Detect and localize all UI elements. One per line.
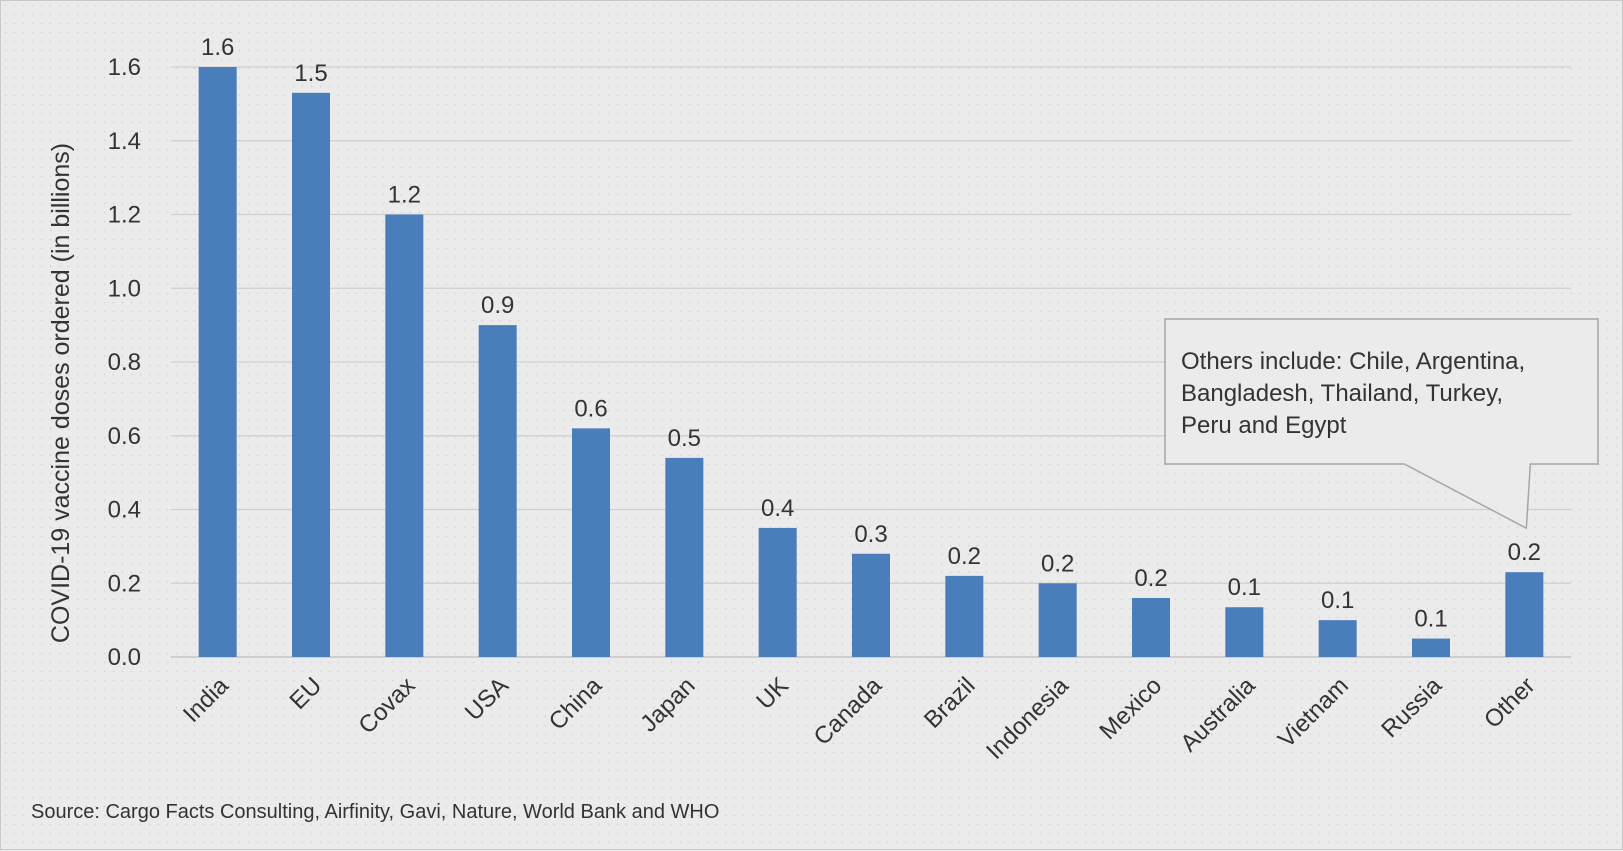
bar-china [572, 428, 610, 657]
data-label: 1.2 [388, 182, 421, 209]
bar-covax [385, 214, 424, 657]
bar-eu [292, 92, 330, 657]
y-tick-label: 1.2 [108, 202, 141, 229]
y-tick-label: 0.4 [108, 497, 141, 524]
category-label: Other [1479, 672, 1541, 734]
callout-line-3: Peru and Egypt [1181, 412, 1347, 439]
category-label: UK [751, 672, 794, 715]
y-tick-label: 1.6 [108, 54, 141, 81]
bars [198, 67, 1544, 657]
bar-uk [758, 527, 797, 657]
bar-mexico [1132, 598, 1170, 657]
bar-vietnam [1318, 620, 1357, 657]
y-axis-ticks: 0.0 0.2 0.4 0.6 0.8 1.0 1.2 1.4 1.6 [108, 54, 141, 671]
category-labels: India EU Covax USA China Japan UK Canada Brazil I… [178, 672, 1541, 765]
annotation-callout: Others include: Chile, Argentina, Bangla… [1164, 318, 1599, 530]
data-label: 0.9 [481, 292, 514, 319]
callout-line-2: Bangladesh, Thailand, Turkey, [1181, 380, 1503, 407]
data-label: 0.5 [668, 425, 701, 452]
data-label: 0.2 [1134, 565, 1167, 592]
category-label: Brazil [919, 672, 981, 734]
source-note: Source: Cargo Facts Consulting, Airfinit… [31, 801, 719, 823]
data-label: 0.2 [1508, 539, 1541, 566]
data-label: 0.4 [761, 495, 794, 522]
category-label: Canada [809, 672, 888, 751]
callout-box [1164, 318, 1599, 530]
data-labels: 1.6 1.5 1.2 0.9 0.6 0.5 0.4 0.3 0.2 0.2 0.2 0.1 0.1 0… [201, 34, 1541, 633]
y-tick-label: 1.0 [108, 275, 141, 302]
bar-canada [852, 553, 890, 657]
callout-line-1: Others include: Chile, Argentina, [1181, 348, 1525, 375]
bar-india [198, 67, 237, 657]
bar-japan [665, 457, 704, 657]
category-label: Mexico [1094, 672, 1167, 745]
data-label: 0.3 [854, 521, 887, 548]
data-label: 0.6 [574, 395, 607, 422]
category-label: EU [285, 672, 328, 715]
y-tick-label: 0.0 [108, 644, 141, 671]
category-label: China [544, 672, 608, 736]
bar-russia [1412, 638, 1450, 657]
data-label: 1.6 [201, 34, 234, 61]
category-label: USA [460, 672, 514, 726]
data-label: 0.1 [1228, 574, 1261, 601]
data-label: 1.5 [294, 60, 327, 87]
y-axis-title: COVID-19 vaccine doses ordered (in billi… [47, 143, 75, 643]
category-label: Vietnam [1273, 672, 1354, 753]
category-label: Australia [1175, 672, 1261, 758]
data-label: 0.2 [948, 543, 981, 570]
category-label: Russia [1376, 672, 1447, 743]
y-tick-label: 1.4 [108, 128, 141, 155]
y-tick-label: 0.2 [108, 570, 141, 597]
data-label: 0.2 [1041, 550, 1074, 577]
category-label: Japan [635, 672, 700, 737]
data-label: 0.1 [1321, 587, 1354, 614]
category-label: India [178, 672, 234, 728]
category-label: Covax [353, 672, 420, 739]
y-tick-label: 0.8 [108, 349, 141, 376]
bar-australia [1225, 607, 1264, 657]
bar-indonesia [1038, 583, 1077, 657]
bar-other [1505, 572, 1544, 657]
category-label: Indonesia [981, 672, 1074, 765]
y-tick-label: 0.6 [108, 423, 141, 450]
bar-brazil [945, 575, 984, 657]
data-label: 0.1 [1414, 606, 1447, 633]
bar-usa [478, 325, 517, 657]
